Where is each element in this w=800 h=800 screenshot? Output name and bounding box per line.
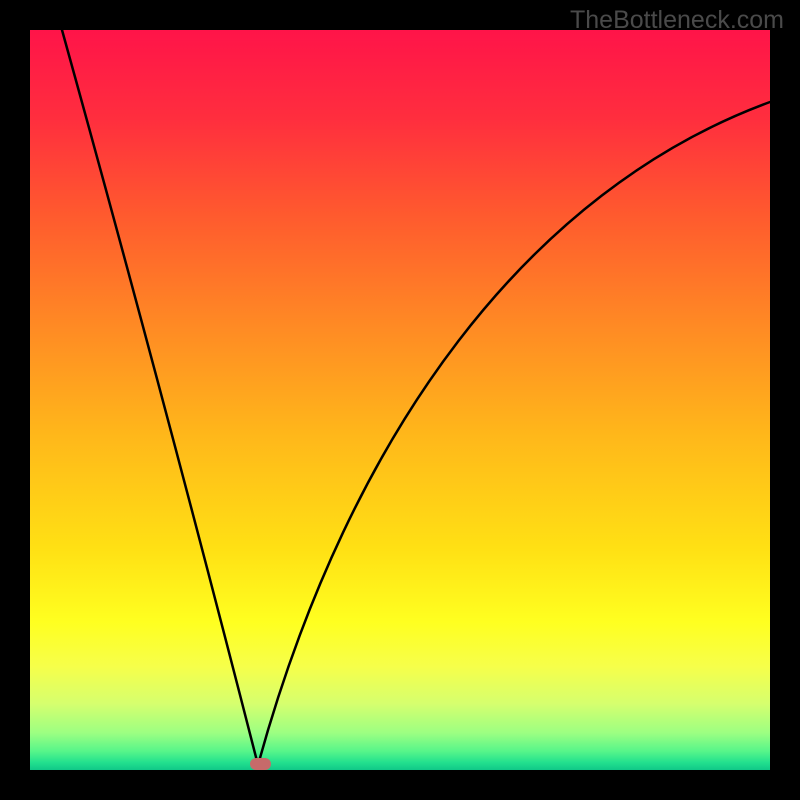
vertex-marker: [250, 758, 271, 770]
bottleneck-curve: [0, 0, 800, 800]
chart-container: TheBottleneck.com: [0, 0, 800, 800]
curve-path: [62, 30, 770, 765]
watermark-text: TheBottleneck.com: [570, 6, 784, 35]
